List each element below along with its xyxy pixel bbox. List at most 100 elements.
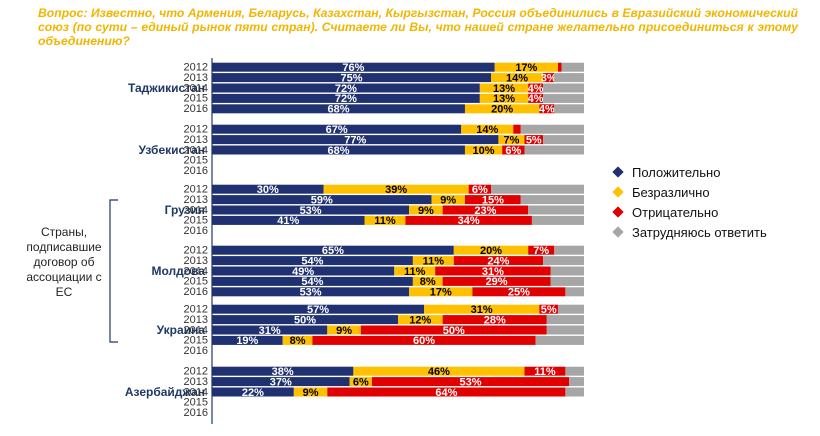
bar-молдова-2013-indifferent	[412, 256, 454, 266]
value-label-таджикистан-2016-indifferent: 20%	[491, 104, 513, 116]
legend: Положительно Безразлично Отрицательно За…	[612, 162, 767, 242]
country-label-грузия: Грузия	[165, 203, 205, 217]
value-label-грузия-2014-positive: 53%	[300, 205, 322, 217]
value-label-украина-2012-indifferent: 31%	[471, 304, 493, 316]
value-label-узбекистан-2014-indifferent: 10%	[473, 145, 495, 157]
bar-украина-2014-positive	[212, 325, 328, 335]
value-label-таджикистан-2015-indifferent: 13%	[493, 93, 515, 105]
bar-таджикистан-2012-indifferent	[494, 62, 558, 72]
value-label-азербайджан-2014-positive: 22%	[242, 387, 264, 399]
value-label-азербайджан-2013-positive: 37%	[270, 376, 292, 388]
group-label-line: ЕС	[56, 285, 73, 299]
bar-украина-2012-negative	[539, 304, 558, 314]
year-label-молдова-2013: 2013	[184, 255, 208, 267]
country-label-украина: Украина	[157, 323, 206, 337]
value-label-украина-2012-positive: 57%	[307, 304, 329, 316]
bar-молдова-2012-positive	[212, 245, 454, 255]
bar-азербайджан-2014-negative	[327, 387, 566, 397]
year-label-украина-2014: 2014	[184, 324, 208, 336]
bar-азербайджан-2014-indifferent	[293, 387, 328, 397]
stacked-bar-chart: Таджикистан 2012 76% 17% 2013 75% 14% 3% 2014 72%…	[26, 58, 584, 424]
bar-молдова-2013-unsure	[543, 256, 584, 266]
year-label-молдова-2012: 2012	[184, 245, 208, 257]
bar-украина-2013-negative	[442, 315, 547, 325]
group-label-line: договор об	[34, 255, 95, 269]
group-label-line: подписавшие	[26, 240, 101, 254]
value-label-узбекистан-2013-negative: 5%	[526, 134, 542, 146]
value-label-украина-2013-indifferent: 12%	[409, 314, 431, 326]
legend-label-indifferent: Безразлично	[632, 184, 710, 200]
bar-украина-2014-unsure	[546, 325, 584, 335]
value-label-украина-2013-negative: 28%	[484, 314, 506, 326]
value-label-азербайджан-2013-indifferent: 6%	[353, 376, 369, 388]
value-label-молдова-2015-positive: 54%	[301, 276, 323, 288]
value-label-узбекистан-2012-indifferent: 14%	[476, 124, 498, 136]
value-label-азербайджан-2012-negative: 11%	[534, 366, 556, 378]
bar-молдова-2013-positive	[212, 256, 413, 266]
value-label-украина-2012-negative: 5%	[541, 304, 557, 316]
bar-молдова-2015-positive	[212, 276, 413, 286]
year-label-узбекистан-2013: 2013	[184, 134, 208, 146]
bar-грузия-2013-indifferent	[431, 195, 465, 205]
legend-item-positive: Положительно	[612, 162, 767, 182]
bar-узбекистан-2013-indifferent	[498, 135, 525, 145]
bar-грузия-2014-negative	[442, 205, 529, 215]
value-label-украина-2013-positive: 50%	[294, 314, 316, 326]
value-label-молдова-2014-indifferent: 11%	[404, 266, 426, 278]
bar-грузия-2015-indifferent	[364, 215, 406, 225]
year-label-таджикистан-2015: 2015	[184, 93, 208, 105]
bar-азербайджан-2013-indifferent	[349, 377, 372, 387]
value-label-узбекистан-2014-positive: 68%	[327, 145, 349, 157]
bar-грузия-2014-unsure	[528, 205, 584, 215]
question-text: Вопрос: Известно, что Армения, Беларусь,…	[38, 6, 798, 48]
legend-item-unsure: Затрудняюсь ответить	[612, 222, 767, 242]
year-label-узбекистан-2016: 2016	[184, 165, 208, 177]
value-label-молдова-2013-indifferent: 11%	[423, 255, 445, 267]
bar-молдова-2014-positive	[212, 266, 395, 276]
bar-азербайджан-2013-negative	[371, 377, 570, 387]
bar-азербайджан-2013-positive	[212, 377, 350, 387]
bar-молдова-2012-indifferent	[453, 245, 529, 255]
bar-грузия-2013-positive	[212, 195, 432, 205]
value-label-украина-2015-negative: 60%	[413, 335, 435, 347]
legend-marker-indifferent	[612, 186, 624, 198]
value-label-украина-2014-indifferent: 9%	[336, 325, 352, 337]
bar-украина-2014-indifferent	[327, 325, 361, 335]
bar-украина-2015-unsure	[535, 335, 584, 345]
bar-украина-2012-indifferent	[424, 304, 540, 314]
bar-молдова-2015-indifferent	[412, 276, 443, 286]
value-label-молдова-2012-indifferent: 20%	[480, 245, 502, 257]
bar-таджикистан-2014-indifferent	[479, 83, 529, 93]
value-label-азербайджан-2012-indifferent: 46%	[428, 366, 450, 378]
bar-таджикистан-2014-positive	[212, 83, 480, 93]
bar-узбекистан-2014-unsure	[524, 145, 584, 155]
bar-узбекистан-2012-indifferent	[461, 124, 514, 134]
value-label-грузия-2013-negative: 15%	[482, 194, 504, 206]
legend-label-unsure: Затрудняюсь ответить	[632, 224, 767, 240]
year-label-грузия-2015: 2015	[184, 215, 208, 227]
bar-украина-2012-positive	[212, 304, 425, 314]
value-label-грузия-2015-negative: 34%	[458, 215, 480, 227]
bar-азербайджан-2012-unsure	[565, 366, 584, 376]
bar-грузия-2015-unsure	[531, 215, 584, 225]
value-label-молдова-2012-positive: 65%	[322, 245, 344, 257]
bar-молдова-2015-unsure	[550, 276, 584, 286]
bar-азербайджан-2014-unsure	[565, 387, 584, 397]
year-label-таджикистан-2013: 2013	[184, 72, 208, 84]
bar-грузия-2014-positive	[212, 205, 410, 215]
year-label-молдова-2014: 2014	[184, 265, 208, 277]
value-label-молдова-2014-positive: 49%	[292, 266, 314, 278]
bar-азербайджан-2012-indifferent	[353, 366, 525, 376]
bar-таджикистан-2015-indifferent	[479, 93, 529, 103]
bar-таджикистан-2015-unsure	[543, 93, 584, 103]
bar-таджикистан-2016-negative	[539, 104, 555, 114]
value-label-грузия-2012-negative: 6%	[472, 184, 488, 196]
bar-молдова-2014-negative	[435, 266, 551, 276]
bar-узбекистан-2014-positive	[212, 145, 465, 155]
value-label-украина-2014-negative: 50%	[443, 325, 465, 337]
value-label-таджикистан-2014-positive: 72%	[335, 83, 357, 95]
bar-азербайджан-2012-negative	[524, 366, 566, 376]
bar-молдова-2014-indifferent	[394, 266, 436, 276]
bar-азербайджан-2014-positive	[212, 387, 294, 397]
country-label-молдова: Молдова	[152, 264, 206, 278]
